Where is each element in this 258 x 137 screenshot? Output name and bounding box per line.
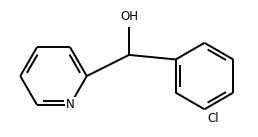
- Text: OH: OH: [120, 10, 138, 23]
- Text: Cl: Cl: [207, 112, 219, 125]
- Text: N: N: [66, 98, 75, 111]
